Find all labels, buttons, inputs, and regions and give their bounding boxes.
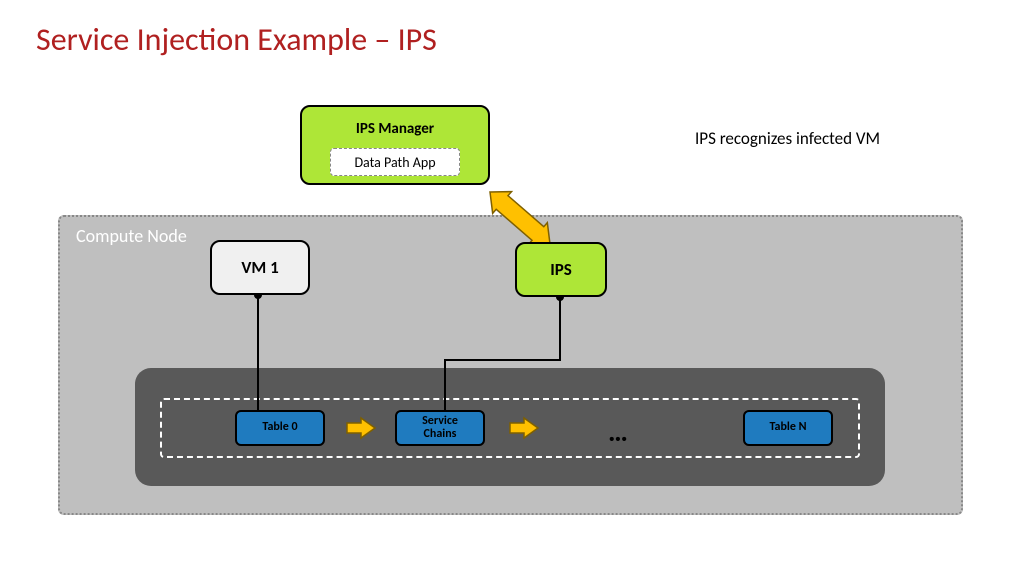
table-box: Service Chains — [395, 410, 485, 446]
vm1-label: VM 1 — [241, 257, 278, 278]
compute-label-bold: Compute — [76, 225, 143, 247]
compute-label-rest: Node — [143, 225, 187, 247]
compute-node-label: Compute Node — [76, 225, 187, 247]
annotation-note: IPS recognizes infected VM — [695, 128, 880, 149]
data-path-app-box: Data Path App — [330, 148, 460, 176]
table-box: Table 0 — [235, 410, 325, 446]
ellipsis: … — [608, 414, 628, 449]
ips-box: IPS — [515, 242, 607, 297]
table-box: Table N — [743, 410, 833, 446]
vm1-box: VM 1 — [210, 240, 310, 295]
page-title: Service Injection Example – IPS — [36, 20, 437, 59]
ips-manager-box: IPS Manager Data Path App — [300, 105, 490, 185]
ips-label: IPS — [550, 259, 572, 280]
ips-manager-label: IPS Manager — [356, 120, 434, 138]
